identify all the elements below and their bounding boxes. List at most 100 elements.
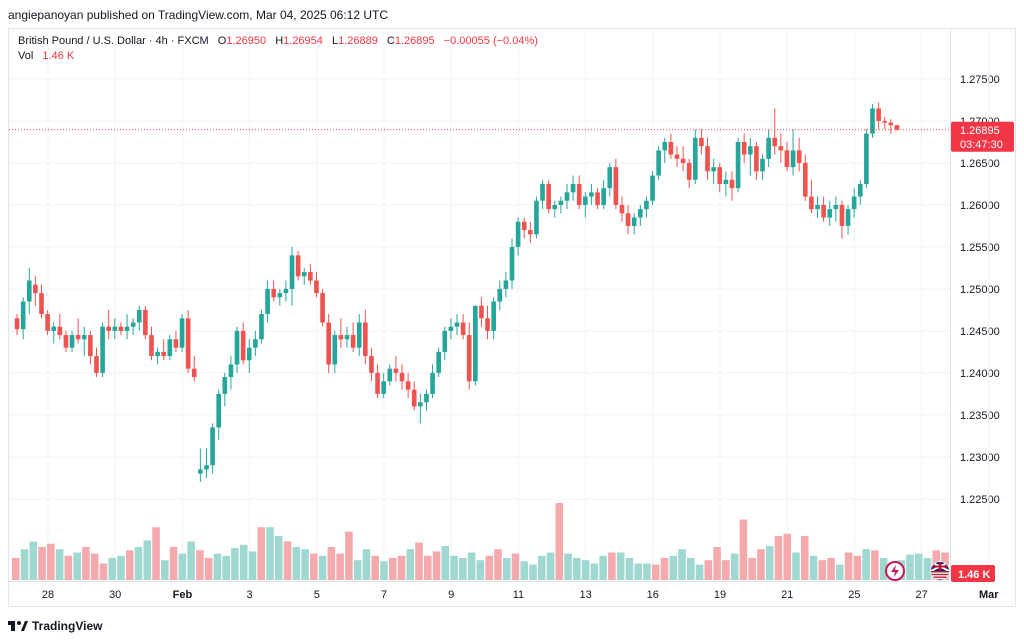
volume-bar [204, 558, 213, 580]
candle-body [350, 335, 356, 348]
candle-body [479, 305, 484, 319]
candle-body [754, 146, 759, 172]
symbol-name[interactable]: British Pound / U.S. Dollar · 4h · FXCM [18, 35, 209, 47]
candle-body [595, 192, 600, 205]
candle-body [796, 150, 802, 163]
y-tick-label: 1.25000 [960, 284, 1000, 296]
x-tick-label: 5 [314, 589, 320, 601]
footer-brand[interactable]: TradingView [32, 619, 103, 633]
candle-body [320, 293, 325, 323]
candle-body [815, 204, 820, 210]
volume-bar [722, 560, 730, 580]
volume-bar [494, 549, 502, 580]
uk-us-flag-icon[interactable] [930, 561, 950, 581]
candle-body [668, 141, 674, 155]
candle-body [735, 141, 741, 189]
candle-body [173, 339, 179, 348]
candle-body [228, 364, 234, 378]
y-tick-label: 1.23500 [960, 410, 1000, 422]
volume-bar [581, 560, 590, 580]
volume-bar [231, 548, 239, 580]
candle-body [436, 351, 441, 373]
header-bar: angiepanoyan published on TradingView.co… [0, 0, 1024, 28]
publisher-line: angiepanoyan published on TradingView.co… [8, 8, 389, 22]
volume-bar [82, 547, 90, 580]
candle-body [711, 167, 716, 172]
volume-bar [800, 536, 809, 580]
volume-bar [38, 547, 46, 580]
volume-bar [573, 558, 581, 580]
volume-bar [879, 558, 888, 580]
candle-body [790, 150, 796, 168]
candle-body [69, 335, 75, 348]
time-axis[interactable] [9, 581, 950, 606]
volume-bar [117, 555, 125, 580]
price-axis[interactable] [950, 29, 1016, 577]
volume-bar [266, 527, 274, 580]
volume-bar [301, 549, 309, 580]
volume-bar [90, 553, 99, 580]
candle-body [271, 288, 277, 298]
candle-body [295, 255, 301, 277]
volume-bar [809, 555, 818, 580]
candle-body [802, 162, 808, 197]
candle-body [473, 305, 478, 382]
open-value: 1.26950 [226, 35, 267, 47]
y-tick-label: 1.26000 [960, 200, 1000, 212]
candle-body [81, 335, 87, 340]
candle-body [534, 200, 539, 235]
x-tick-label: 25 [848, 589, 860, 601]
candle-body [289, 255, 295, 289]
y-tick-label: 1.22500 [960, 494, 1000, 506]
candle-body [20, 301, 26, 330]
volume-bar [64, 555, 73, 580]
x-tick-label: 3 [247, 589, 253, 601]
candle-body [45, 314, 50, 331]
volume-bar [467, 552, 476, 580]
candle-body [198, 469, 203, 474]
tradingview-logo-icon[interactable] [8, 619, 28, 633]
lightning-icon[interactable] [885, 561, 905, 581]
volume-bar [704, 560, 713, 580]
y-tick-label: 1.27500 [960, 74, 1000, 86]
volume-bar [73, 552, 81, 580]
volume-bar [678, 549, 686, 580]
candle-body [405, 381, 411, 390]
candle-body [418, 402, 423, 407]
volume-bar [397, 555, 406, 580]
candle-body [607, 167, 613, 189]
candle-body [344, 335, 350, 340]
volume-bar [616, 552, 625, 580]
volume-bar [134, 547, 143, 580]
candle-body [656, 150, 661, 176]
candle-body [222, 377, 228, 394]
volume-bar [55, 549, 64, 580]
close-label: C [386, 35, 395, 47]
candle-body [57, 326, 63, 336]
candle-body [14, 318, 20, 330]
x-tick-label: 27 [915, 589, 927, 601]
candle-body [631, 217, 637, 226]
candle-body [870, 108, 875, 134]
volume-bar [345, 531, 353, 580]
x-tick-label: Mar [979, 589, 999, 601]
candle-body [650, 175, 655, 201]
candle-body [729, 179, 735, 189]
volume-bar [713, 547, 721, 580]
x-tick-label: 30 [109, 589, 121, 601]
volume-bar [634, 563, 642, 580]
candle-body [570, 183, 576, 193]
volume-bar [432, 551, 441, 580]
candle-body [393, 368, 399, 373]
candle-body [26, 280, 32, 302]
candle-body [185, 318, 191, 369]
candle-body [100, 326, 105, 373]
candle-body [283, 288, 289, 294]
volume-bar [774, 536, 783, 580]
volume-bar [827, 558, 835, 580]
volume-bar [871, 550, 879, 580]
volume-bar [529, 564, 537, 580]
candle-body [833, 204, 839, 210]
candle-body [179, 318, 185, 348]
